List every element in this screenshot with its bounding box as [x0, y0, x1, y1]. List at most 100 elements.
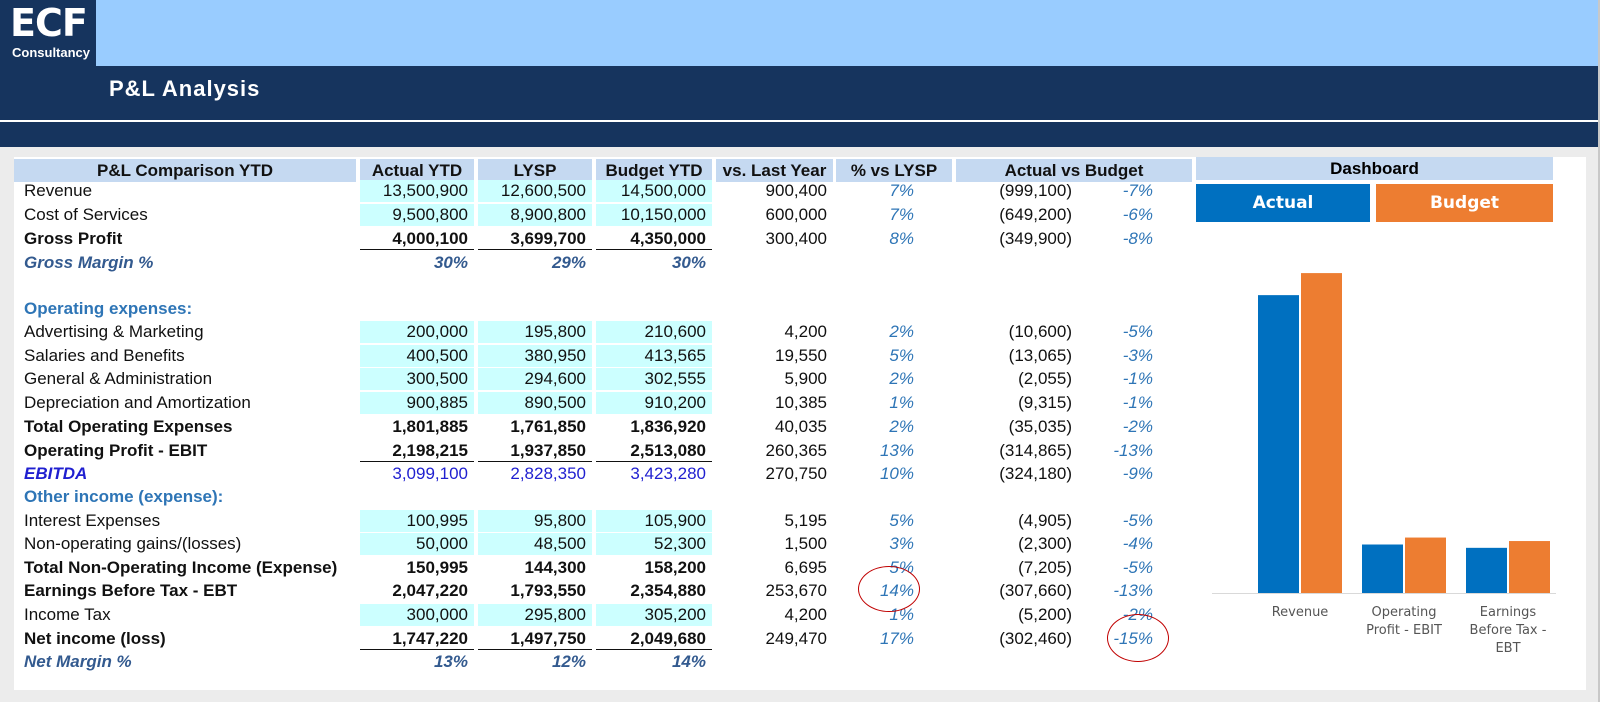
cell-budget[interactable]: 14,500,000 [596, 180, 712, 202]
cell-actual[interactable]: 9,500,800 [360, 204, 474, 226]
cell-vs[interactable]: 270,750 [765, 464, 827, 483]
cell-pct[interactable]: 13% [879, 441, 914, 460]
cell-vs[interactable]: 600,000 [765, 205, 827, 224]
cell-lysp[interactable]: 144,300 [524, 558, 586, 577]
cell-vs[interactable]: 900,400 [765, 181, 827, 200]
cell-lysp[interactable]: 3,699,700 [478, 228, 592, 250]
cell-budget[interactable]: 4,350,000 [596, 228, 712, 250]
cell-pct[interactable]: 17% [879, 629, 914, 648]
cell-lysp[interactable]: 48,500 [478, 533, 592, 555]
cell-pct[interactable]: 5% [889, 346, 914, 365]
cell-budget[interactable]: 2,049,680 [596, 628, 712, 650]
cell-budget[interactable]: 210,600 [596, 321, 712, 343]
cell-lysp[interactable]: 29% [551, 253, 586, 272]
cell-lysp[interactable]: 1,793,550 [510, 581, 586, 600]
cell-avb-pct[interactable]: -1% [1122, 369, 1153, 388]
cell-avb-pct[interactable]: -13% [1113, 441, 1153, 460]
cell-vs[interactable]: 260,365 [765, 441, 827, 460]
cell-avb[interactable]: (10,600) [1008, 322, 1072, 341]
cell-lysp[interactable]: 380,950 [478, 345, 592, 367]
cell-pct[interactable]: 7% [889, 181, 914, 200]
cell-avb[interactable]: (349,900) [999, 229, 1072, 248]
cell-lysp[interactable]: 1,937,850 [478, 440, 592, 462]
cell-actual[interactable]: 13,500,900 [360, 180, 474, 202]
cell-actual[interactable]: 3,099,100 [392, 464, 468, 483]
cell-actual[interactable]: 150,995 [406, 558, 468, 577]
cell-budget[interactable]: 10,150,000 [596, 204, 712, 226]
cell-budget[interactable]: 30% [671, 253, 706, 272]
cell-avb[interactable]: (5,200) [1018, 605, 1072, 624]
cell-actual[interactable]: 300,000 [360, 604, 474, 626]
cell-vs[interactable]: 4,200 [784, 322, 827, 341]
cell-pct[interactable]: 8% [889, 229, 914, 248]
cell-avb[interactable]: (324,180) [999, 464, 1072, 483]
cell-avb[interactable]: (2,300) [1018, 534, 1072, 553]
cell-avb[interactable]: (9,315) [1018, 393, 1072, 412]
cell-vs[interactable]: 19,550 [775, 346, 827, 365]
cell-actual[interactable]: 300,500 [360, 368, 474, 390]
cell-actual[interactable]: 4,000,100 [360, 228, 474, 250]
cell-vs[interactable]: 253,670 [765, 581, 827, 600]
cell-budget[interactable]: 2,354,880 [630, 581, 706, 600]
cell-avb-pct[interactable]: -5% [1122, 558, 1153, 577]
cell-lysp[interactable]: 294,600 [478, 368, 592, 390]
cell-avb-pct[interactable]: -9% [1122, 464, 1153, 483]
cell-avb[interactable]: (649,200) [999, 205, 1072, 224]
cell-actual[interactable]: 1,801,885 [392, 417, 468, 436]
cell-avb[interactable]: (2,055) [1018, 369, 1072, 388]
cell-vs[interactable]: 5,195 [784, 511, 827, 530]
cell-lysp[interactable]: 295,800 [478, 604, 592, 626]
actual-legend-button[interactable]: Actual [1196, 184, 1370, 222]
cell-vs[interactable]: 10,385 [775, 393, 827, 412]
cell-lysp[interactable]: 1,497,750 [478, 628, 592, 650]
cell-lysp[interactable]: 1,761,850 [510, 417, 586, 436]
cell-actual[interactable]: 13% [433, 652, 468, 671]
cell-budget[interactable]: 3,423,280 [630, 464, 706, 483]
cell-avb-pct[interactable]: -6% [1122, 205, 1153, 224]
cell-lysp[interactable]: 2,828,350 [510, 464, 586, 483]
cell-pct[interactable]: 10% [879, 464, 914, 483]
cell-avb[interactable]: (999,100) [999, 181, 1072, 200]
cell-avb[interactable]: (307,660) [999, 581, 1072, 600]
cell-vs[interactable]: 40,035 [775, 417, 827, 436]
cell-budget[interactable]: 305,200 [596, 604, 712, 626]
cell-pct[interactable]: 2% [889, 417, 914, 436]
cell-avb[interactable]: (7,205) [1018, 558, 1072, 577]
cell-budget[interactable]: 910,200 [596, 392, 712, 414]
cell-avb-pct[interactable]: -1% [1122, 393, 1153, 412]
cell-budget[interactable]: 2,513,080 [596, 440, 712, 462]
cell-actual[interactable]: 30% [433, 253, 468, 272]
cell-lysp[interactable]: 95,800 [478, 510, 592, 532]
cell-pct[interactable]: 2% [889, 369, 914, 388]
cell-pct[interactable]: 2% [889, 322, 914, 341]
cell-vs[interactable]: 249,470 [765, 629, 827, 648]
cell-avb-pct[interactable]: -8% [1122, 229, 1153, 248]
cell-actual[interactable]: 2,198,215 [360, 440, 474, 462]
cell-avb-pct[interactable]: -13% [1113, 581, 1153, 600]
cell-lysp[interactable]: 12% [551, 652, 586, 671]
cell-budget[interactable]: 302,555 [596, 368, 712, 390]
cell-budget[interactable]: 158,200 [644, 558, 706, 577]
cell-pct[interactable]: 1% [889, 393, 914, 412]
cell-avb-pct[interactable]: -3% [1122, 346, 1153, 365]
cell-avb-pct[interactable]: -7% [1122, 181, 1153, 200]
cell-vs[interactable]: 300,400 [765, 229, 827, 248]
cell-pct[interactable]: 5% [889, 511, 914, 530]
cell-avb[interactable]: (314,865) [999, 441, 1072, 460]
cell-actual[interactable]: 900,885 [360, 392, 474, 414]
cell-avb-pct[interactable]: -5% [1122, 322, 1153, 341]
cell-lysp[interactable]: 890,500 [478, 392, 592, 414]
cell-vs[interactable]: 5,900 [784, 369, 827, 388]
cell-actual[interactable]: 1,747,220 [360, 628, 474, 650]
cell-lysp[interactable]: 195,800 [478, 321, 592, 343]
cell-avb-pct[interactable]: -4% [1122, 534, 1153, 553]
cell-vs[interactable]: 6,695 [784, 558, 827, 577]
cell-avb[interactable]: (302,460) [999, 629, 1072, 648]
cell-vs[interactable]: 1,500 [784, 534, 827, 553]
cell-avb-pct[interactable]: -5% [1122, 511, 1153, 530]
cell-budget[interactable]: 52,300 [596, 533, 712, 555]
cell-pct[interactable]: 3% [889, 534, 914, 553]
cell-vs[interactable]: 4,200 [784, 605, 827, 624]
cell-lysp[interactable]: 8,900,800 [478, 204, 592, 226]
cell-actual[interactable]: 400,500 [360, 345, 474, 367]
